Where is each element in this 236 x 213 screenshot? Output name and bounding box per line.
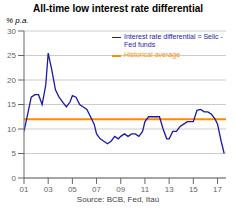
html-text:Source: BCB, Fed, Itaú: Source: BCB, Fed, Itaú xyxy=(76,195,160,204)
svg-text:15: 15 xyxy=(7,100,16,109)
svg-text:25: 25 xyxy=(7,51,16,60)
html-text:% p.a.: % p.a. xyxy=(6,16,29,25)
svg-text:15: 15 xyxy=(189,185,198,194)
svg-text:30: 30 xyxy=(7,27,16,36)
html-text:Historical average: Historical average xyxy=(124,51,180,58)
svg-text:01: 01 xyxy=(20,185,29,194)
svg-text:11: 11 xyxy=(141,185,150,194)
svg-text:03: 03 xyxy=(44,185,53,194)
svg-text:05: 05 xyxy=(68,185,77,194)
svg-text:09: 09 xyxy=(116,185,125,194)
svg-text:5: 5 xyxy=(12,149,17,158)
svg-text:20: 20 xyxy=(7,76,16,85)
svg-text:13: 13 xyxy=(165,185,174,194)
svg-text:10: 10 xyxy=(7,125,16,134)
html-text:All-time low interest rate dif: All-time low interest rate differential xyxy=(33,3,203,14)
svg-text:17: 17 xyxy=(213,185,222,194)
svg-text:07: 07 xyxy=(92,185,101,194)
svg-text:0: 0 xyxy=(12,174,17,183)
html-text:Interest rate differential = S: Interest rate differential = Selic - Fed… xyxy=(124,33,223,48)
